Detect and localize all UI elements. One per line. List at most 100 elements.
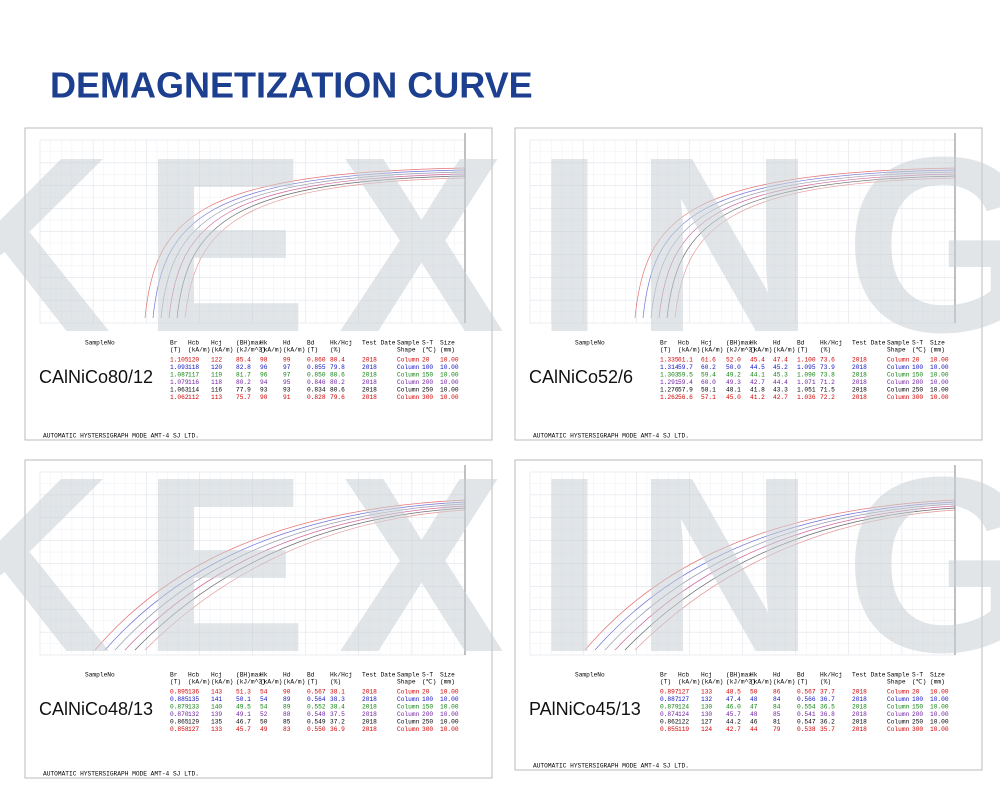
table-cell: 1.262 [660, 394, 679, 401]
table-cell: 84 [773, 696, 781, 703]
table-cell: 41.8 [750, 387, 765, 394]
panel-label: PAlNiCo45/13 [529, 699, 641, 719]
column-header: Hd [773, 340, 781, 347]
table-cell: 44.5 [750, 364, 765, 371]
table-cell: 38.4 [330, 704, 345, 711]
table-cell: 44.4 [773, 379, 788, 386]
column-unit: (kA/m) [260, 679, 282, 686]
table-cell: 10.00 [930, 387, 949, 394]
column-header: Br [660, 672, 668, 679]
column-header: Bd [797, 672, 805, 679]
column-header: SampleNo [85, 672, 115, 679]
table-cell: 46.7 [236, 719, 251, 726]
column-header: Sample [397, 340, 420, 347]
table-cell: 2018 [852, 364, 867, 371]
table-cell: 300 [912, 394, 923, 401]
curve [614, 505, 956, 651]
table-cell: 2018 [362, 394, 377, 401]
table-cell: 10.00 [440, 719, 459, 726]
table-cell: 130 [701, 704, 712, 711]
table-cell: 2018 [852, 357, 867, 364]
table-cell: 61.1 [678, 357, 693, 364]
table-cell: 0.874 [660, 711, 679, 718]
curve [604, 503, 956, 651]
table-cell: 132 [701, 696, 712, 703]
table-cell: 1.105 [170, 357, 189, 364]
table-cell: 100 [912, 364, 923, 371]
column-unit: (T) [170, 347, 181, 354]
watermark: KEXING [0, 425, 1000, 704]
table-cell: 54 [260, 696, 268, 703]
column-header: Test Date [852, 672, 886, 679]
table-cell: 0.887 [660, 696, 679, 703]
table-cell: 2018 [362, 364, 377, 371]
table-cell: 91 [283, 394, 291, 401]
table-cell: 132 [188, 711, 199, 718]
table-cell: 113 [211, 394, 222, 401]
table-cell: 10.00 [930, 704, 949, 711]
panel-frame [514, 459, 983, 771]
column-unit: (T) [170, 679, 181, 686]
table-cell: 0.547 [797, 719, 816, 726]
column-header: Hk [750, 340, 758, 347]
curve [144, 509, 466, 651]
table-cell: 0.550 [307, 726, 326, 733]
table-cell: Column [397, 357, 420, 364]
curve [650, 171, 956, 319]
column-header: Hk/Hcj [330, 672, 352, 679]
panel-footer: AUTOMATIC HYSTERSIGRAPH MODE AMT-4 SJ LT… [533, 433, 689, 440]
column-header: Hd [773, 672, 781, 679]
table-cell: 10.00 [440, 379, 459, 386]
table-cell: 141 [211, 696, 222, 703]
column-unit: (%) [330, 347, 341, 354]
table-cell: 20 [422, 689, 430, 696]
table-cell: 49.3 [726, 379, 741, 386]
column-header: S-T [422, 340, 433, 347]
curve [634, 167, 956, 319]
table-cell: 80.4 [330, 357, 345, 364]
table-cell: 49 [260, 726, 268, 733]
table-cell: 133 [211, 726, 222, 733]
table-cell: 250 [422, 387, 433, 394]
table-cell: 36.2 [820, 719, 835, 726]
table-cell: 38.1 [330, 689, 345, 696]
curve [642, 169, 956, 319]
table-cell: 120 [188, 357, 199, 364]
table-cell: 20 [422, 357, 430, 364]
table-cell: 2018 [852, 394, 867, 401]
table-cell: 61.6 [701, 357, 716, 364]
table-cell: 200 [422, 379, 433, 386]
table-cell: 129 [188, 719, 199, 726]
table-cell: 10.00 [930, 372, 949, 379]
table-cell: 79 [773, 726, 781, 733]
table-cell: Column [887, 711, 910, 718]
curve [176, 175, 466, 319]
table-cell: 77.9 [236, 387, 251, 394]
column-unit: (T) [307, 679, 318, 686]
table-cell: 47.4 [773, 357, 788, 364]
table-cell: 140 [211, 704, 222, 711]
table-cell: 10.00 [440, 394, 459, 401]
table-cell: 1.062 [170, 394, 189, 401]
table-cell: 46.0 [726, 704, 741, 711]
column-unit: (%) [820, 679, 831, 686]
table-cell: Column [397, 696, 420, 703]
table-cell: 10.00 [930, 719, 949, 726]
table-cell: 93 [260, 387, 268, 394]
table-cell: 37.5 [330, 711, 345, 718]
curve [634, 509, 956, 651]
table-cell: 10.00 [440, 357, 459, 364]
table-cell: 100 [422, 364, 433, 371]
table-cell: Column [397, 711, 420, 718]
table-cell: 1.095 [797, 364, 816, 371]
table-cell: 36.5 [820, 704, 835, 711]
column-header: Size [930, 672, 945, 679]
table-cell: 1.090 [797, 372, 816, 379]
table-cell: 116 [211, 387, 222, 394]
table-cell: 2018 [362, 719, 377, 726]
column-header: Bd [307, 340, 315, 347]
page-title: DEMAGNETIZATION CURVE [50, 65, 533, 106]
curve [134, 507, 466, 651]
table-cell: 59.4 [701, 372, 716, 379]
